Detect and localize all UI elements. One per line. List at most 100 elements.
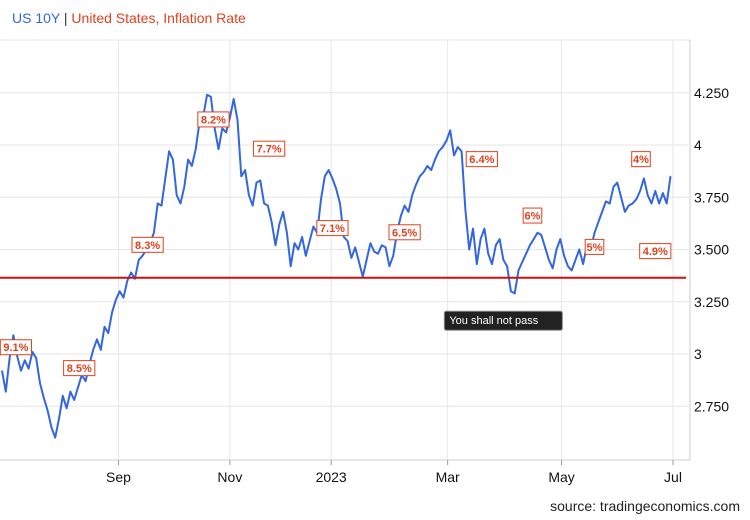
us10y-point [366, 259, 368, 261]
us10y-point [54, 437, 56, 439]
us10y-point [487, 253, 489, 255]
us10y-point [533, 238, 535, 240]
us10y-point [537, 232, 538, 234]
us10y-point [639, 190, 641, 192]
us10y-point [153, 232, 155, 234]
inflation-annotation: 7.1% [316, 220, 349, 237]
annotation-label: 8.5% [67, 363, 92, 375]
us10y-point [58, 418, 60, 420]
us10y-point [28, 368, 30, 370]
us10y-point [331, 177, 333, 179]
us10y-point [647, 194, 649, 196]
us10y-point [343, 236, 345, 238]
us10y-point [168, 150, 170, 152]
y-tick-label: 2.750 [694, 398, 729, 414]
gridlines [0, 39, 691, 461]
inflation-annotation: 9.1% [0, 339, 33, 356]
source-credit[interactable]: source: tradingeconomics.com [550, 498, 740, 514]
us10y-point [643, 177, 645, 179]
us10y-point [654, 190, 656, 192]
us10y-line [1, 93, 672, 439]
us10y-point [218, 148, 219, 150]
us10y-point [476, 263, 478, 265]
annotation-label: 4.9% [643, 246, 668, 258]
us10y-point [294, 242, 295, 244]
us10y-point [407, 211, 409, 213]
annotation-box [63, 360, 96, 377]
legend-us10y[interactable]: US 10Y [12, 10, 60, 26]
annotation-label: 4% [633, 154, 649, 166]
us10y-point [305, 255, 307, 257]
y-tick-label: 3 [694, 346, 702, 362]
us10y-point [240, 175, 242, 177]
us10y-point [85, 380, 87, 382]
us10y-point [50, 426, 52, 428]
us10y-point [628, 205, 630, 207]
x-tick-label: Nov [217, 469, 242, 485]
inflation-annotation: 5% [584, 238, 605, 255]
us10y-point [225, 132, 227, 133]
us10y-point [578, 249, 580, 250]
us10y-point [461, 150, 463, 152]
us10y-point [480, 238, 482, 240]
us10y-point [597, 221, 599, 223]
us10y-point [180, 203, 181, 204]
us10y-point [434, 159, 436, 161]
annotation-label: 8.3% [135, 240, 160, 252]
us10y-point [658, 203, 660, 204]
x-tick-label: Jul [664, 469, 682, 485]
us10y-point [499, 238, 501, 240]
series-layer [0, 93, 686, 439]
annotation-label: 7.1% [320, 223, 345, 235]
tooltip-label: You shall not pass [449, 315, 538, 327]
us10y-point [233, 98, 235, 100]
tooltip-layer: You shall not pass [443, 310, 563, 331]
us10y-point [24, 359, 26, 361]
us10y-point [506, 265, 508, 267]
inflation-annotation: 8.2% [197, 111, 230, 128]
us10y-point [426, 165, 428, 167]
x-tick-label: 2023 [316, 469, 347, 485]
us10y-point [369, 242, 371, 244]
y-tick-label: 3.250 [694, 294, 729, 310]
us10y-point [472, 228, 474, 230]
annotation-box [197, 111, 230, 128]
us10y-point [92, 349, 94, 351]
us10y-point [502, 259, 504, 261]
us10y-point [290, 265, 292, 267]
us10y-point [632, 203, 633, 204]
us10y-point [252, 205, 254, 207]
us10y-point [601, 211, 603, 213]
us10y-point [350, 257, 352, 259]
us10y-point [662, 192, 664, 194]
legend-inflation-rate[interactable]: United States, Inflation Rate [71, 10, 246, 26]
us10y-point [445, 140, 447, 142]
us10y-point [20, 370, 22, 372]
annotation-label: 7.7% [257, 144, 282, 156]
us10y-point [438, 150, 440, 152]
us10y-point [73, 399, 75, 401]
us10y-point [142, 255, 143, 257]
us10y-point [514, 292, 516, 294]
us10y-point [69, 391, 71, 393]
tooltip-box [443, 310, 563, 331]
us10y-point [161, 205, 162, 207]
annotation-box [388, 224, 421, 241]
us10y-point [483, 228, 485, 230]
annotation-box [131, 236, 164, 253]
us10y-point [320, 198, 322, 200]
us10y-point [620, 196, 622, 198]
us10y-point [521, 261, 523, 263]
us10y-point [377, 253, 379, 255]
y-tick-label: 4.250 [694, 85, 729, 101]
us10y-point [518, 269, 519, 271]
us10y-point [183, 186, 185, 188]
annotation-label: 6.5% [392, 227, 417, 239]
us10y-point [229, 117, 231, 119]
us10y-point [16, 355, 18, 357]
y-axis: 2.750 3 3.250 3.500 3.750 4 4.250 [694, 85, 729, 415]
us10y-point [415, 184, 417, 186]
us10y-point [39, 382, 41, 384]
us10y-point [552, 267, 554, 269]
us10y-point [130, 272, 132, 273]
